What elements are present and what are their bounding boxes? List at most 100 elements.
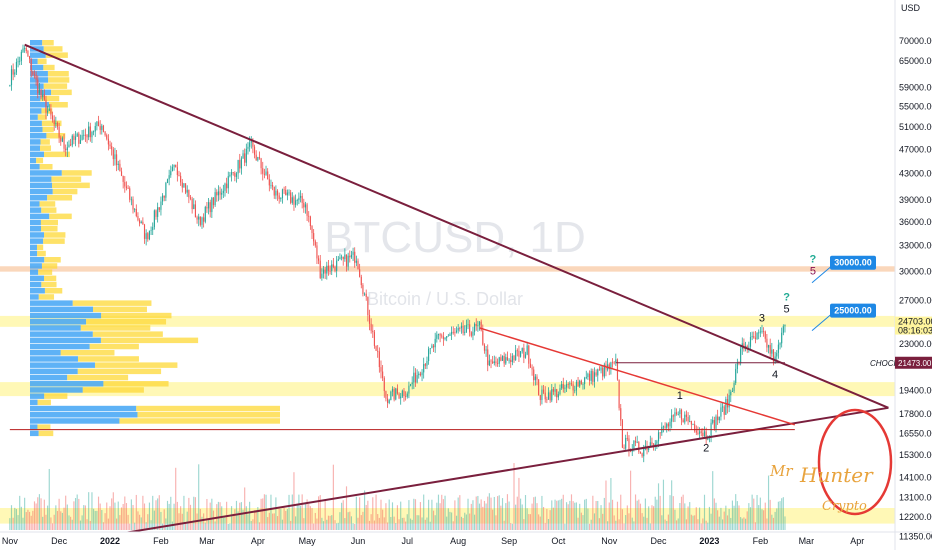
candle: [124, 176, 126, 193]
candle: [65, 144, 67, 157]
volume-bar: [493, 496, 495, 530]
vp-bar-buy: [30, 40, 43, 46]
candle: [273, 186, 275, 199]
volume-bar: [707, 522, 709, 530]
candle: [347, 252, 349, 271]
volume-bar: [102, 522, 105, 530]
subtitle-watermark: Bitcoin / U.S. Dollar: [367, 289, 523, 309]
candle: [240, 156, 242, 175]
time-axis[interactable]: Nov Dec 2022 Feb Mar Apr May Jun Jul Aug Sep Oct Nov…: [0, 531, 932, 546]
vp-bar-buy: [30, 331, 93, 337]
trendline-1[interactable]: [66, 406, 889, 543]
candle: [684, 411, 686, 425]
candle: [462, 320, 464, 336]
candle: [267, 168, 269, 180]
volume-bar: [480, 499, 482, 530]
target-callout[interactable]: 25000.00: [811, 303, 876, 332]
vp-bar-buy: [30, 312, 102, 319]
volume-bar: [771, 514, 773, 530]
volume-bar: [158, 495, 160, 530]
candle: [403, 387, 405, 402]
candle: [142, 217, 144, 225]
price-tick-label: 19400.00: [899, 385, 932, 395]
candle: [620, 404, 622, 426]
candle: [201, 216, 203, 229]
candle: [211, 196, 213, 219]
wave-label: 4: [772, 369, 778, 381]
time-tick-label: Jun: [351, 536, 366, 546]
candle: [676, 408, 678, 416]
volume-bar: [114, 502, 116, 530]
vp-bar-buy: [30, 182, 53, 189]
candle: [309, 215, 311, 230]
candle: [718, 416, 720, 424]
vp-bar-buy: [30, 269, 39, 275]
time-tick-label: Aug: [450, 536, 466, 546]
trendline-0[interactable]: [24, 43, 889, 409]
candle: [521, 347, 523, 354]
price-axis[interactable]: USD 70000.00 65000.00 59000.00 55000.00 5100…: [894, 0, 932, 550]
volume-bar: [462, 518, 464, 530]
volume-bar: [570, 494, 573, 530]
vp-bar-buy: [30, 368, 78, 375]
volume-bar: [93, 508, 95, 530]
candle: [326, 261, 328, 280]
volume-bar: [116, 518, 118, 530]
candle: [455, 326, 458, 334]
volume-bar: [97, 496, 100, 530]
vp-bar-sell: [43, 238, 65, 244]
candle: [209, 199, 211, 218]
volume-bar: [510, 523, 512, 530]
target-callout[interactable]: 30000.00: [811, 255, 876, 284]
volume-bar: [270, 494, 272, 530]
vp-bar-buy: [30, 387, 83, 393]
candle: [235, 171, 238, 183]
candle: [116, 150, 118, 172]
volume-bar: [552, 507, 554, 530]
volume-bar: [365, 504, 367, 530]
vp-bar-sell: [44, 288, 63, 294]
volume-bar: [565, 502, 568, 530]
vp-bar-buy: [30, 126, 43, 133]
candle: [329, 265, 331, 275]
time-tick-label: Dec: [51, 536, 68, 546]
vp-bar-sell: [43, 64, 55, 71]
candle: [198, 213, 200, 227]
zone-0: [0, 266, 895, 272]
candle: [357, 258, 359, 270]
candle: [204, 205, 206, 224]
candle: [424, 362, 426, 370]
price-tick-label: 13100.00: [899, 492, 932, 502]
candle: [188, 189, 190, 204]
candle: [206, 202, 208, 213]
volume-bar: [423, 494, 425, 530]
currency-label: USD: [901, 3, 921, 13]
volume-bar: [528, 514, 530, 530]
candle: [288, 189, 290, 196]
volume-bar: [516, 496, 518, 530]
volume-bar: [337, 522, 339, 530]
trendline-2[interactable]: [479, 327, 796, 426]
vp-bar-buy: [30, 238, 44, 244]
volume-bar: [710, 513, 712, 530]
candle: [308, 211, 310, 223]
candle: [602, 365, 604, 381]
volume-bar: [265, 494, 267, 530]
volume-bar: [524, 495, 527, 530]
vp-bar-sell: [40, 219, 58, 226]
candle: [170, 165, 172, 178]
volume-bar: [168, 503, 170, 530]
candle: [677, 411, 679, 416]
vp-bar-buy: [30, 350, 61, 356]
candle: [114, 147, 116, 166]
candle: [649, 435, 651, 447]
volume-bar: [664, 519, 666, 530]
volume-bar: [299, 505, 302, 530]
volume-bar: [247, 514, 249, 530]
candle: [418, 371, 420, 379]
volume-bar: [477, 495, 479, 530]
volume-bar: [217, 501, 219, 530]
volume-bar: [534, 496, 536, 530]
volume-bar: [615, 520, 617, 530]
